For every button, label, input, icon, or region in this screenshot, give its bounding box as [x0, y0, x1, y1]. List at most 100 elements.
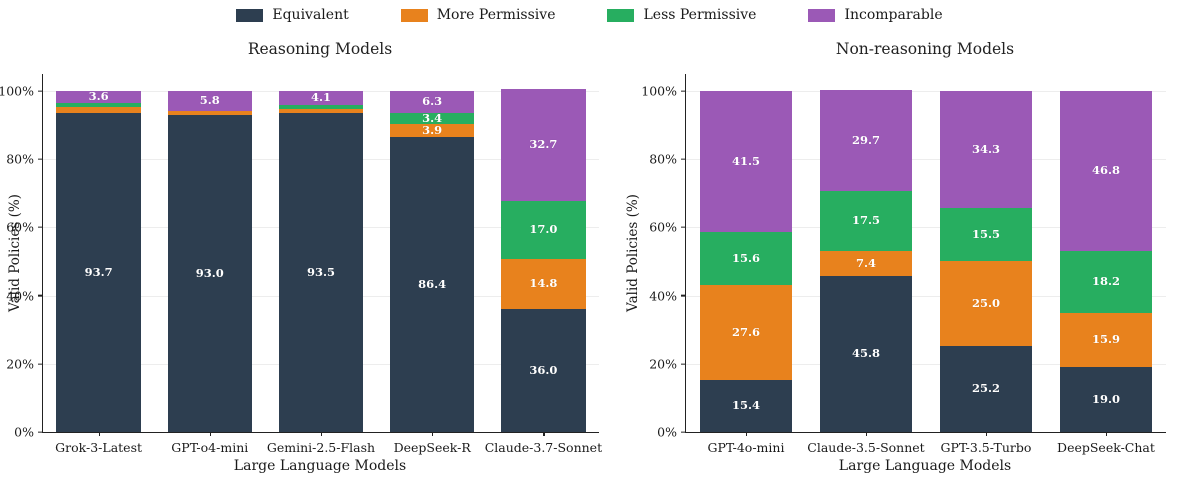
- bar-segment-more-permissive: 7.4: [820, 250, 912, 276]
- bar-segment-less-permissive: 15.6: [700, 232, 792, 286]
- x-tick-label: Claude-3.7-Sonnet: [484, 440, 603, 455]
- y-tick-mark: [38, 431, 43, 433]
- gridline: [686, 295, 1166, 297]
- x-tick-mark: [432, 432, 434, 436]
- bar-segment-more-permissive: 15.9: [1060, 313, 1152, 368]
- bar-segment-equivalent: 93.7: [56, 112, 141, 432]
- bar-value-label: 46.8: [1091, 163, 1120, 178]
- y-tick-label: 20%: [6, 356, 34, 372]
- gridline: [686, 227, 1166, 229]
- legend: Equivalent More Permissive Less Permissi…: [0, 7, 1179, 23]
- y-tick-label: 60%: [649, 219, 677, 235]
- bar-value-label: 15.4: [731, 398, 760, 412]
- bar-segment-more-permissive: 3.9: [389, 124, 475, 138]
- bar-segment-incomparable: 34.3: [940, 91, 1032, 209]
- bar-value-label: 14.8: [529, 276, 558, 291]
- x-tick-label: Gemini-2.5-Flash: [266, 440, 376, 455]
- bar-segment-less-permissive: [56, 103, 141, 108]
- bar-segment-more-permissive: 14.8: [501, 258, 586, 310]
- bar-value-label: 45.8: [851, 346, 880, 361]
- bar-value-label: 32.7: [529, 137, 558, 152]
- legend-item-incomparable: Incomparable: [808, 7, 943, 23]
- bar-segment-equivalent: 36.0: [501, 309, 586, 432]
- bar-segment-less-permissive: 18.2: [1060, 250, 1152, 314]
- gridline: [686, 159, 1166, 161]
- bar-segment-less-permissive: 3.4: [389, 110, 475, 125]
- bar-value-label: 15.6: [731, 251, 760, 266]
- bar-value-label: 18.2: [1091, 274, 1120, 289]
- legend-label: Equivalent: [272, 7, 349, 23]
- bar-value-label: 41.5: [731, 153, 760, 168]
- y-tick-mark: [681, 90, 686, 92]
- bar-segment-more-permissive: 25.0: [940, 260, 1032, 347]
- x-tick-mark: [865, 432, 868, 436]
- x-axis-label: Large Language Models: [233, 458, 407, 474]
- bar-segment-more-permissive: 27.6: [700, 285, 792, 380]
- bar-segment-equivalent: 93.5: [278, 113, 364, 432]
- y-tick-label: 40%: [6, 288, 34, 304]
- y-tick-mark: [38, 90, 43, 92]
- bar-DeepSeek-Chat: 19.0 15.9 18.2 46.8 DeepSeek-Chat: [1057, 74, 1155, 455]
- bar-segment-equivalent: 25.2: [940, 346, 1032, 432]
- y-tick-label: 20%: [649, 356, 677, 372]
- bar-value-label: 93.5: [306, 264, 335, 279]
- bar-segment-equivalent: 15.4: [700, 379, 792, 432]
- y-tick-mark: [38, 226, 43, 229]
- bar-GPT-o4-mini: 93.0 5.8 GPT-o4-mini: [167, 74, 253, 455]
- chart-reasoning-models: Reasoning Models Valid Policies (%) 0% 20…: [0, 40, 602, 474]
- bar-segment-incomparable: 29.7: [820, 89, 912, 191]
- bar-segment-less-permissive: 17.0: [501, 200, 586, 259]
- legend-label: Incomparable: [844, 7, 943, 23]
- y-tick-label: 40%: [649, 288, 677, 304]
- legend-label: More Permissive: [436, 7, 556, 23]
- x-tick-label: DeepSeek-R: [393, 440, 471, 455]
- legend-swatch-incomparable: [808, 8, 836, 22]
- bar-segment-more-permissive: [56, 107, 141, 113]
- bar-value-label: 6.3: [422, 94, 443, 109]
- bar-value-label: 34.3: [971, 141, 1000, 156]
- bar-segment-more-permissive: [167, 110, 253, 115]
- x-axis-label: Large Language Models: [838, 458, 1012, 474]
- y-tick-label: 0%: [657, 424, 677, 440]
- y-tick-mark: [38, 158, 43, 160]
- bar-value-label: 17.5: [851, 213, 880, 228]
- y-tick-label: 0%: [14, 424, 34, 440]
- bar-value-label: 27.6: [731, 324, 760, 339]
- gridline: [686, 363, 1166, 365]
- bar-value-label: 4.1: [310, 90, 331, 105]
- bar-segment-incomparable: 3.6: [56, 89, 141, 104]
- y-tick-mark: [38, 294, 43, 297]
- gridline: [686, 91, 1166, 93]
- y-tick-mark: [681, 363, 686, 365]
- x-tick-label: GPT-3.5-Turbo: [940, 440, 1032, 455]
- legend-item-equivalent: Equivalent: [236, 7, 349, 23]
- legend-item-less-permissive: Less Permissive: [607, 7, 756, 23]
- y-tick-label: 80%: [6, 151, 34, 167]
- y-tick-mark: [681, 226, 686, 229]
- bar-value-label: 3.6: [88, 89, 109, 104]
- bar-value-label: 15.5: [971, 226, 1000, 241]
- x-tick-mark: [985, 432, 988, 436]
- y-tick-label: 60%: [6, 219, 34, 235]
- bar-segment-equivalent: 86.4: [389, 137, 475, 432]
- bar-value-label: 86.4: [418, 276, 447, 291]
- bar-value-label: 19.0: [1091, 391, 1120, 406]
- bar-value-label: 5.8: [199, 93, 220, 108]
- legend-label: Less Permissive: [643, 7, 757, 23]
- y-axis-label: Valid Policies (%): [625, 194, 641, 312]
- y-tick-label: 100%: [641, 83, 677, 99]
- y-tick-label: 100%: [0, 83, 34, 99]
- y-tick-label: 80%: [649, 151, 677, 167]
- bar-value-label: 25.2: [971, 381, 1000, 396]
- legend-item-more-permissive: More Permissive: [400, 7, 556, 23]
- bar-segment-equivalent: 19.0: [1060, 367, 1152, 432]
- bar-segment-incomparable: 32.7: [501, 89, 586, 201]
- bar-value-label: 36.0: [529, 362, 558, 377]
- bar-value-label: 93.0: [195, 265, 224, 280]
- bar-segment-less-permissive: [278, 105, 364, 110]
- bar-value-label: 15.9: [1091, 332, 1120, 347]
- plot-area-non-reasoning: 0% 20% 40% 60% 80% 100% 15.4 27.6 15.6 41.5 GPT-4o…: [641, 74, 1166, 455]
- x-tick-mark: [1105, 432, 1108, 436]
- bar-segment-less-permissive: 15.5: [940, 208, 1032, 261]
- bar-value-label: 3.4: [422, 110, 443, 125]
